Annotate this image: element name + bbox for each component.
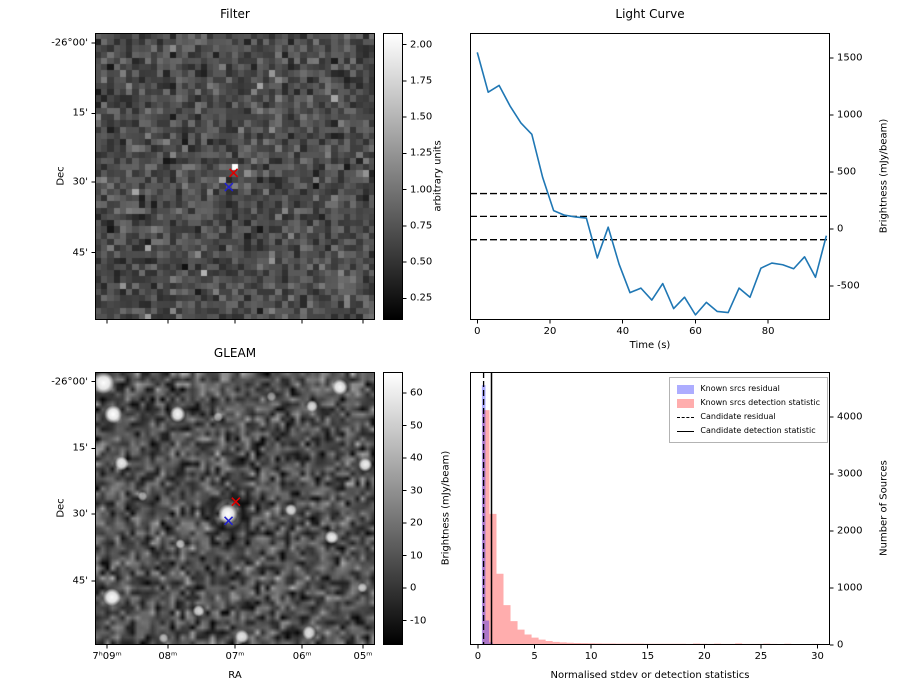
gleam-colorbar-tick-label: 50: [410, 419, 423, 431]
light-curve-ytick-label: 0: [837, 223, 844, 235]
light-curve-ytick-label: -500: [837, 280, 860, 292]
legend-item: Known srcs detection statistic: [677, 396, 820, 410]
filter-ylabel: Dec: [55, 166, 67, 186]
histogram-xtick-label: 25: [754, 651, 768, 662]
legend-line-swatch: [677, 416, 695, 418]
light-curve-xtick-label: 40: [616, 326, 630, 337]
legend-label: Candidate residual: [700, 412, 776, 421]
light-curve-ytick-label: 500: [837, 166, 857, 178]
legend-patch-swatch: [677, 398, 695, 408]
histogram-ytick-label: 2000: [837, 525, 863, 537]
filter-colorbar-tick-label: 1.00: [410, 183, 433, 195]
gleam-colorbar-label: Brightness (mJy/beam): [440, 450, 452, 566]
legend-line-swatch: [677, 430, 695, 432]
legend-label: Candidate detection statistic: [700, 426, 816, 435]
light-curve-line: [476, 52, 828, 316]
legend-item: Candidate residual: [677, 410, 820, 424]
gleam-xtick-label: 07ᵐ: [225, 651, 245, 662]
gleam-ytick-label: -26°00': [51, 375, 88, 387]
histogram-xtick-label: 15: [641, 651, 655, 662]
light-curve-xlabel: Time (s): [629, 340, 671, 351]
histogram-xtick-label: 20: [697, 651, 711, 662]
filter-colorbar-tick-label: 1.75: [410, 75, 433, 87]
histogram-ytick-label: 1000: [837, 582, 863, 594]
gleam-xtick-label: 05ᵐ: [353, 651, 373, 662]
filter-ytick-label: 30': [72, 176, 88, 188]
gleam-colorbar-tick-label: 30: [410, 484, 423, 496]
light-curve-ylabel: Brightness (mJy/beam): [878, 118, 890, 234]
light-curve-title: Light Curve: [615, 7, 685, 21]
histogram-xtick-label: 0: [474, 651, 482, 662]
gleam-xlabel: RA: [228, 670, 242, 681]
light-curve-ytick-label: 1500: [837, 52, 863, 64]
histogram-legend: Known srcs residual Known srcs detection …: [669, 377, 828, 443]
gleam-title: GLEAM: [213, 346, 257, 360]
gleam-xtick-label: 7ʰ09ᵐ: [92, 651, 122, 662]
histogram-series: [482, 410, 820, 645]
filter-ytick-label: 45': [72, 246, 88, 258]
light-curve-xtick-label: 80: [761, 326, 775, 337]
filter-colorbar-tick-label: 0.50: [410, 256, 433, 268]
histogram-xtick-label: 30: [811, 651, 824, 662]
filter-colorbar-label: arbitrary units: [432, 140, 444, 212]
filter-image: [95, 33, 375, 320]
legend-item: Candidate detection statistic: [677, 424, 820, 438]
histogram-xlabel: Normalised stdev or detection statistics: [550, 670, 750, 681]
legend-item: Known srcs residual: [677, 382, 820, 396]
legend-patch-swatch: [677, 384, 695, 394]
gleam-ytick-label: 15': [72, 442, 88, 454]
gleam-colorbar-tick-label: -10: [410, 614, 427, 626]
gleam-colorbar-tick-label: 40: [410, 452, 423, 464]
filter-colorbar-tick-label: 2.00: [410, 38, 433, 50]
light-curve-xtick-label: 20: [543, 326, 557, 337]
filter-colorbar-tick-label: 1.50: [410, 111, 433, 123]
histogram-xtick-label: 10: [584, 651, 598, 662]
filter-colorbar-tick-label: 1.25: [410, 147, 433, 159]
histogram-series: [481, 385, 497, 645]
gleam-xtick-label: 08ᵐ: [158, 651, 178, 662]
gleam-ytick-label: 45': [72, 575, 88, 587]
legend-label: Known srcs detection statistic: [700, 398, 820, 407]
histogram-ytick-label: 4000: [837, 411, 863, 423]
filter-ytick-label: -26°00': [51, 37, 88, 49]
histogram-ytick-label: 0: [837, 639, 844, 651]
histogram-ytick-label: 3000: [837, 468, 863, 480]
light-curve-xtick-label: 0: [474, 326, 481, 337]
filter-title: Filter: [220, 7, 250, 21]
gleam-colorbar-tick-label: 20: [410, 517, 423, 529]
legend-label: Known srcs residual: [700, 384, 780, 393]
filter-colorbar-tick-label: 0.75: [410, 220, 433, 232]
gleam-colorbar: [383, 372, 403, 645]
gleam-colorbar-tick-label: 60: [410, 387, 423, 399]
gleam-colorbar-tick-label: 0: [410, 582, 417, 594]
light-curve-spine: [470, 33, 830, 320]
gleam-ytick-label: 30': [72, 508, 88, 520]
histogram-ylabel: Number of Sources: [878, 460, 890, 556]
light-curve-ytick-label: 1000: [837, 109, 863, 121]
histogram-xtick-label: 5: [531, 651, 538, 662]
gleam-image: [95, 372, 375, 645]
gleam-colorbar-tick-label: 10: [410, 549, 423, 561]
filter-colorbar-tick-label: 0.25: [410, 292, 433, 304]
filter-colorbar: [383, 33, 403, 320]
gleam-ylabel: Dec: [55, 498, 67, 518]
light-curve-xtick-label: 60: [689, 326, 702, 337]
filter-ytick-label: 15': [72, 107, 88, 119]
gleam-xtick-label: 06ᵐ: [292, 651, 312, 662]
